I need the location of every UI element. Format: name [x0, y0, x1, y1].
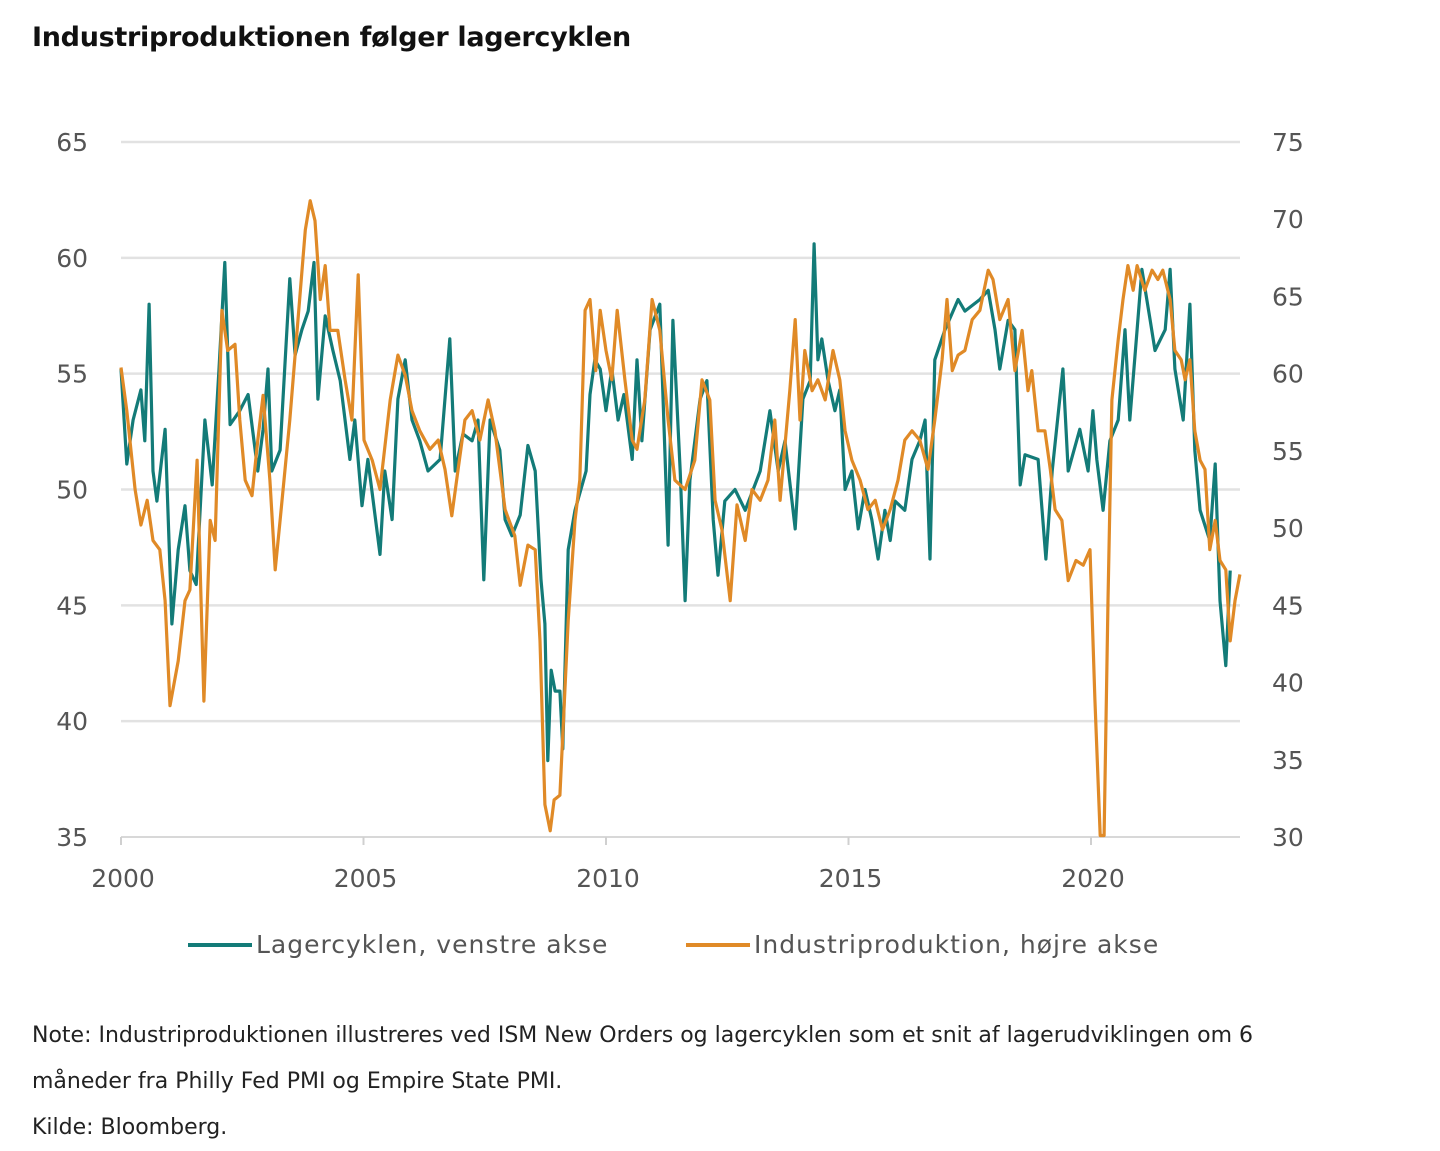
note-line-1: Note: Industriproduktionen illustreres v…: [32, 1023, 1253, 1048]
left-y-tick-label: 60: [56, 244, 88, 273]
legend-swatch-teal: [188, 942, 252, 947]
left-y-tick-label: 55: [56, 360, 88, 389]
legend-label: Industriproduktion, højre akse: [754, 930, 1160, 959]
legend-label: Lagercyklen, venstre akse: [256, 930, 609, 959]
x-tick-label: 2020: [1061, 864, 1125, 893]
right-y-tick-label: 35: [1272, 746, 1304, 775]
x-axis: 2000 2005 2010 2015 2020: [91, 836, 1240, 893]
series-line-industriproduktion: [119, 199, 1242, 838]
source-text: Kilde: Bloomberg.: [32, 1115, 228, 1140]
note-line-2: måneder fra Philly Fed PMI og Empire Sta…: [32, 1069, 563, 1094]
chart-title: Industriproduktionen følger lagercyklen: [32, 22, 631, 53]
right-y-tick-label: 30: [1272, 823, 1304, 852]
right-y-tick-label: 55: [1272, 437, 1304, 466]
right-y-tick-label: 50: [1272, 514, 1304, 543]
left-y-tick-label: 50: [56, 476, 88, 505]
left-y-tick-label: 40: [56, 707, 88, 736]
left-y-tick-label: 65: [56, 128, 88, 157]
left-y-tick-label: 45: [56, 591, 88, 620]
x-tick-label: 2010: [576, 864, 640, 893]
right-y-tick-label: 60: [1272, 360, 1304, 389]
x-tick-label: 2005: [334, 864, 398, 893]
series-lines: [119, 199, 1242, 838]
x-tick-label: 2000: [91, 864, 155, 893]
legend-item-industriproduktion: Industriproduktion, højre akse: [686, 930, 1159, 959]
left-y-axis: 65 60 55 50 45 40 35: [56, 128, 88, 852]
x-tick-label: 2015: [819, 864, 883, 893]
right-y-tick-label: 40: [1272, 669, 1304, 698]
left-y-tick-label: 35: [56, 823, 88, 852]
legend-swatch-orange: [686, 942, 750, 947]
right-y-tick-label: 45: [1272, 591, 1304, 620]
right-y-tick-label: 65: [1272, 282, 1304, 311]
right-y-tick-label: 75: [1272, 128, 1304, 157]
legend-item-lagercyklen: Lagercyklen, venstre akse: [188, 930, 608, 959]
right-y-tick-label: 70: [1272, 205, 1304, 234]
series-line-lagercyklen: [119, 242, 1232, 763]
right-y-axis: 75 70 65 60 55 50 45 40 35 30: [1272, 128, 1304, 852]
